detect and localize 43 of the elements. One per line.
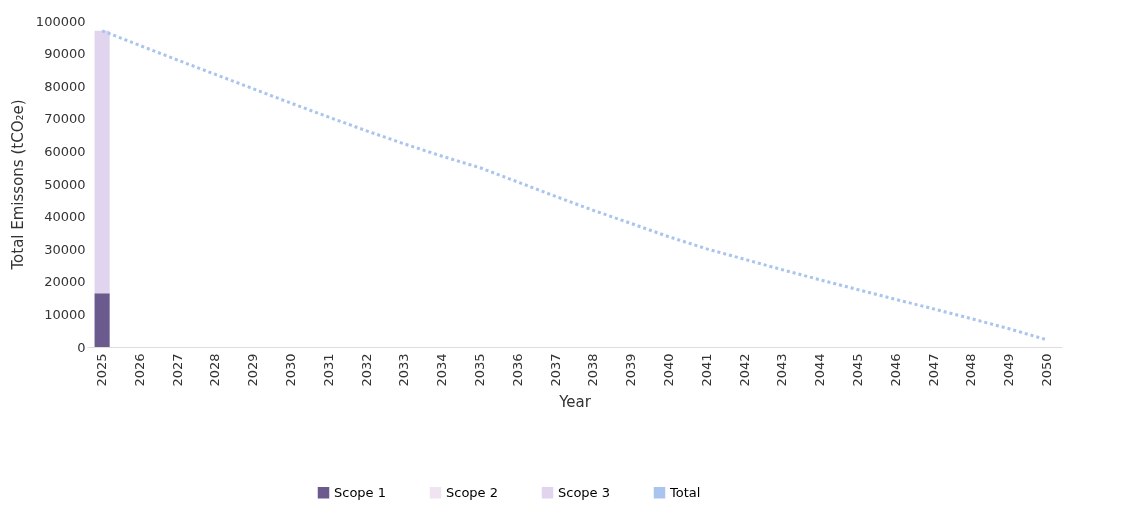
legend-label: Scope 1: [334, 484, 387, 500]
y-tick-label: 100000: [35, 13, 86, 29]
y-tick-label: 90000: [44, 46, 86, 62]
x-tick-label: 2046: [887, 353, 903, 387]
x-tick-label: 2031: [320, 353, 336, 387]
y-tick-label: 0: [77, 339, 86, 355]
x-tick-label: 2039: [623, 353, 639, 387]
x-tick-label: 2042: [736, 353, 752, 387]
x-tick-label: 2050: [1038, 353, 1054, 387]
x-tick-label: 2025: [94, 353, 110, 387]
x-tick-label: 2036: [509, 353, 525, 387]
x-tick-label: 2033: [396, 353, 412, 387]
x-tick-label: 2041: [698, 353, 714, 387]
y-tick-label: 10000: [44, 306, 86, 322]
y-tick-label: 30000: [44, 241, 86, 257]
y-tick-label: 70000: [44, 111, 86, 127]
x-tick-label: 2026: [131, 353, 147, 387]
legend-label: Total: [669, 484, 701, 500]
x-tick-label: 2035: [472, 353, 488, 387]
y-tick-label: 60000: [44, 143, 86, 159]
y-axis-title: Total Emissons (tCO₂e): [8, 99, 27, 271]
x-tick-label: 2044: [812, 353, 828, 387]
y-tick-label: 80000: [44, 78, 86, 94]
y-tick-label: 40000: [44, 209, 86, 225]
x-tick-label: 2030: [283, 353, 299, 387]
x-tick-label: 2037: [547, 353, 563, 387]
x-tick-label: 2032: [358, 353, 374, 387]
x-tick-label: 2038: [585, 353, 601, 387]
x-tick-label: 2034: [434, 353, 450, 387]
x-tick-label: 2043: [774, 353, 790, 387]
x-tick-label: 2040: [660, 353, 676, 387]
x-tick-label: 2049: [1001, 353, 1017, 387]
x-tick-label: 2048: [963, 353, 979, 387]
x-tick-label: 2027: [169, 353, 185, 387]
x-axis-title: Year: [558, 392, 592, 411]
x-tick-label: 2047: [925, 353, 941, 387]
x-tick-label: 2028: [207, 353, 223, 387]
legend-label: Scope 2: [446, 484, 499, 500]
x-tick-label: 2045: [849, 353, 865, 387]
legend-label: Scope 3: [558, 484, 611, 500]
x-tick-label: 2029: [245, 353, 261, 387]
y-tick-label: 50000: [44, 176, 86, 192]
y-tick-label: 20000: [44, 274, 86, 290]
